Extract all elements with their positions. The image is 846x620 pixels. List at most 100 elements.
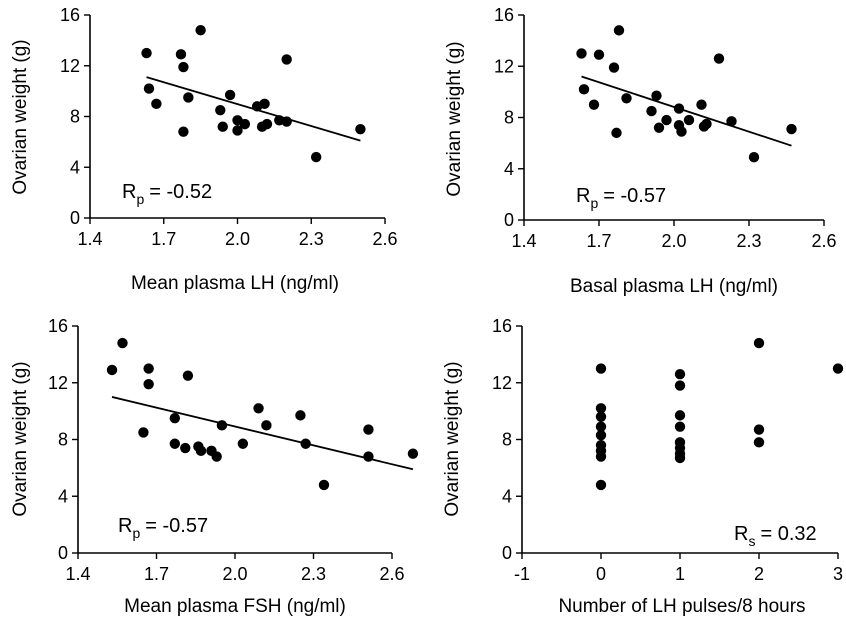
stat-symbol: R <box>118 515 132 537</box>
data-point <box>217 121 228 132</box>
data-point <box>183 92 194 103</box>
data-point <box>216 420 228 431</box>
panel-mean-fsh: Ovarian weight (g) Mean plasma FSH (ng/m… <box>10 316 419 617</box>
y-axis-label: Ovarian weight (g) <box>10 361 31 516</box>
x-tick-label: 2.0 <box>225 229 250 249</box>
data-point <box>683 114 695 126</box>
data-point <box>407 448 419 459</box>
x-axis-label: Mean plasma FSH (ng/ml) <box>124 596 346 617</box>
y-axis-label: Ovarian weight (g) <box>444 41 465 196</box>
x-tick-label: 2 <box>754 564 764 584</box>
correlation-label: Rp = -0.57 <box>576 185 666 211</box>
x-tick-label: 2.3 <box>301 564 326 584</box>
data-point <box>195 25 206 36</box>
data-point <box>363 451 374 462</box>
x-axis-label: Mean plasma LH (ng/ml) <box>131 273 339 294</box>
y-tick-label: 16 <box>494 5 514 25</box>
stat-value: = -0.52 <box>149 181 212 203</box>
data-point <box>621 93 632 104</box>
stat-subscript: p <box>136 191 144 207</box>
data-point <box>674 380 686 391</box>
data-point <box>701 118 712 130</box>
data-point <box>182 370 194 381</box>
data-point <box>141 47 152 59</box>
x-tick-label: 2.6 <box>811 231 836 251</box>
y-tick-label: 8 <box>502 430 512 450</box>
data-point <box>169 413 181 424</box>
panel-basal-lh: Ovarian weight (g) Basal plasma LH (ng/m… <box>444 5 837 297</box>
data-point <box>674 369 686 380</box>
y-tick-label: 0 <box>502 543 512 563</box>
data-point <box>611 127 622 139</box>
data-point <box>138 427 149 438</box>
x-tick-label: 1 <box>675 564 685 584</box>
x-tick-label: 2.0 <box>661 231 686 251</box>
y-tick-label: 0 <box>70 208 80 228</box>
correlation-label: Rs = 0.32 <box>734 523 817 549</box>
trend-line <box>111 396 414 471</box>
x-tick-label: 1.4 <box>77 229 102 249</box>
stat-value: = -0.57 <box>603 185 666 207</box>
stat-value: = 0.32 <box>760 523 816 545</box>
data-point <box>832 363 844 374</box>
data-point <box>178 126 189 137</box>
x-tick-label: 1.7 <box>151 229 176 249</box>
y-tick-label: 4 <box>504 159 514 179</box>
data-point <box>151 98 162 110</box>
data-point <box>578 84 590 95</box>
data-point <box>595 411 607 422</box>
data-point <box>106 364 118 376</box>
data-point <box>259 98 270 110</box>
x-tick-label: 2.3 <box>299 229 324 249</box>
y-tick-label: 4 <box>58 486 68 506</box>
data-point <box>786 123 797 135</box>
y-tick-label: 16 <box>492 316 512 336</box>
data-point <box>753 437 765 448</box>
data-point <box>232 125 243 136</box>
data-point <box>713 53 725 64</box>
data-point <box>674 410 686 421</box>
y-tick-label: 16 <box>60 5 80 25</box>
data-point <box>363 424 374 435</box>
data-point <box>261 420 272 431</box>
data-point <box>673 103 685 114</box>
data-point <box>674 421 686 432</box>
x-tick-label: 2.6 <box>372 229 397 249</box>
data-point <box>143 378 154 390</box>
stat-subscript: s <box>748 533 755 549</box>
data-point <box>295 410 306 421</box>
data-point <box>281 54 292 65</box>
y-tick-label: 12 <box>60 56 80 76</box>
data-point <box>726 116 737 127</box>
data-point <box>239 118 251 130</box>
data-point <box>261 118 273 130</box>
data-point <box>237 438 249 449</box>
data-point <box>318 479 330 491</box>
y-tick-label: 12 <box>48 373 68 393</box>
data-point <box>753 424 765 435</box>
data-point <box>281 116 292 127</box>
correlation-label: Rp = -0.57 <box>118 515 208 541</box>
data-point <box>651 90 662 101</box>
data-point <box>355 123 366 135</box>
data-point <box>661 114 672 126</box>
x-tick-label: 2.3 <box>736 231 761 251</box>
data-point <box>576 48 587 59</box>
x-tick-label: -1 <box>514 564 530 584</box>
data-point <box>595 403 607 414</box>
y-tick-label: 12 <box>492 373 512 393</box>
data-point <box>595 430 607 441</box>
data-point <box>224 89 236 101</box>
data-point <box>215 104 226 116</box>
data-point <box>593 49 605 60</box>
data-point <box>696 99 707 110</box>
y-tick-label: 8 <box>504 108 514 128</box>
y-tick-label: 0 <box>504 210 514 230</box>
x-tick-label: 3 <box>833 564 843 584</box>
y-axis-label: Ovarian weight (g) <box>442 361 463 516</box>
data-point <box>595 363 607 374</box>
y-tick-label: 12 <box>494 56 514 76</box>
y-axis-label: Ovarian weight (g) <box>10 39 31 194</box>
panel-mean-lh: Ovarian weight (g) Mean plasma LH (ng/ml… <box>10 5 398 294</box>
